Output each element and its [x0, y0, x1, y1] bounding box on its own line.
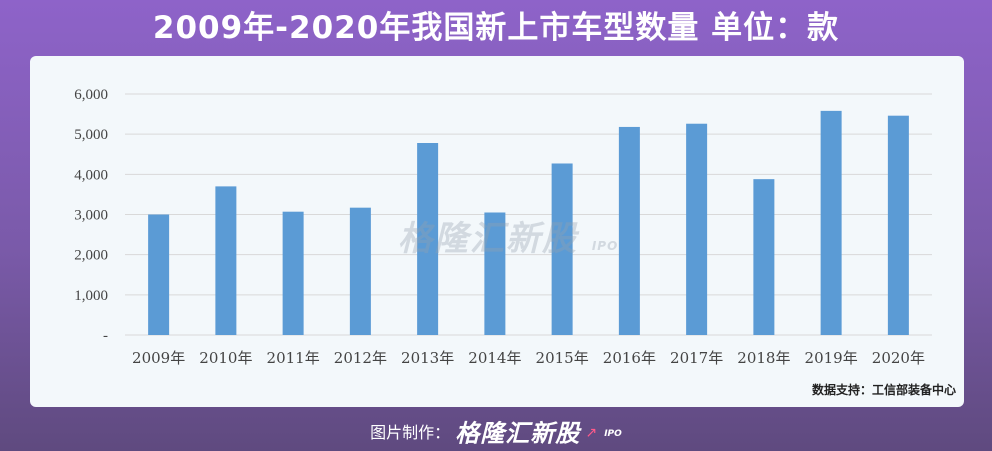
- chart-title: 2009年-2020年我国新上市车型数量 单位：款: [152, 10, 840, 46]
- trend-arrow-icon: ↗: [585, 425, 598, 441]
- y-tick-label: 1,000: [74, 288, 108, 304]
- bar: [686, 123, 708, 336]
- bar: [887, 115, 909, 335]
- data-source: 数据支持：工信部装备中心: [811, 383, 956, 397]
- chart-card: - 1,000 2,000 3,000 4,000 5,000 6,000 2009年 2010…: [30, 56, 964, 407]
- x-tick-label: 2016年: [603, 349, 656, 367]
- x-tick-label: 2014年: [468, 349, 521, 367]
- bar: [282, 211, 304, 335]
- bar-chart: - 1,000 2,000 3,000 4,000 5,000 6,000 2009年 2010…: [74, 87, 932, 367]
- footer-suffix: IPO: [604, 428, 622, 439]
- x-tick-label: 2011年: [267, 349, 320, 367]
- y-tick-label: 2,000: [74, 248, 108, 264]
- y-tick-label: 6,000: [74, 87, 108, 103]
- bar: [618, 126, 640, 335]
- footer-prefix: 图片制作：: [370, 423, 451, 442]
- x-tick-label: 2013年: [401, 349, 454, 367]
- bar: [820, 110, 842, 335]
- bar: [215, 186, 237, 335]
- y-tick-label: 4,000: [74, 167, 108, 183]
- x-tick-label: 2009年: [132, 349, 185, 367]
- bar: [148, 214, 170, 335]
- bar: [417, 143, 439, 335]
- x-tick-label: 2018年: [737, 349, 790, 367]
- x-tick-label: 2020年: [872, 349, 925, 367]
- x-tick-label: 2015年: [536, 349, 589, 367]
- x-tick-label: 2012年: [334, 349, 387, 367]
- footer: 图片制作： 格隆汇新股 ↗ IPO: [0, 416, 992, 450]
- bar: [551, 163, 573, 335]
- y-tick-label: 5,000: [74, 127, 108, 143]
- footer-brand-logo: 格隆汇新股: [455, 419, 581, 448]
- bar: [349, 207, 371, 335]
- x-tick-label: 2010年: [199, 349, 252, 367]
- x-tick-label: 2019年: [805, 349, 858, 367]
- bar: [753, 179, 775, 335]
- x-tick-label: 2017年: [670, 349, 723, 367]
- y-tick-label: -: [103, 328, 108, 344]
- y-tick-label: 3,000: [74, 208, 108, 224]
- bar: [484, 212, 506, 335]
